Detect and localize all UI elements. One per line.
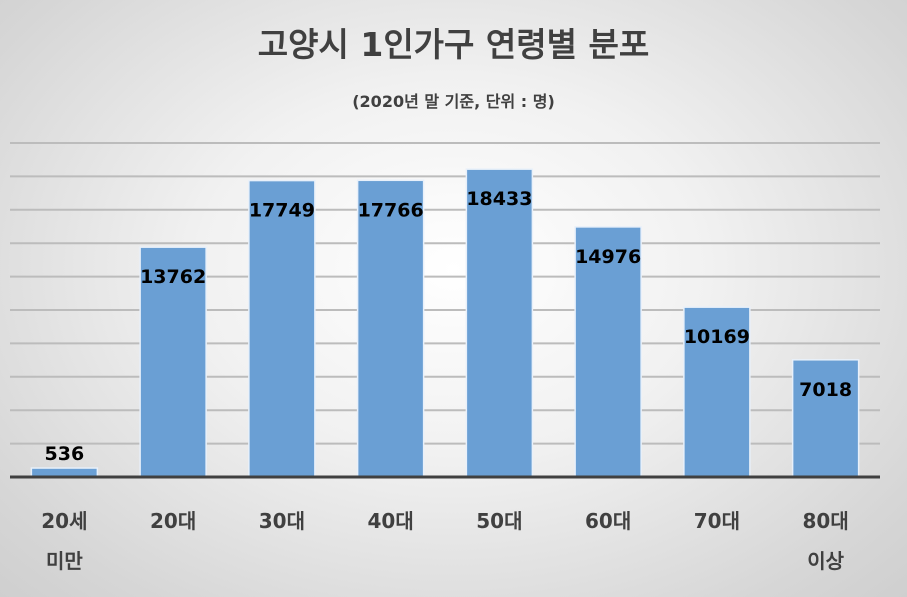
data-label: 14976	[575, 246, 641, 268]
x-tick-label: 30대	[259, 509, 305, 533]
x-tick-label: 60대	[585, 509, 631, 533]
x-tick-label: 40대	[368, 509, 414, 533]
data-label: 18433	[466, 188, 532, 210]
chart-subtitle: (2020년 말 기준, 단위 : 명)	[352, 92, 555, 111]
x-tick-label: 50대	[476, 509, 522, 533]
chart-title: 고양시 1인가구 연령별 분포	[257, 25, 650, 64]
data-label: 13762	[140, 266, 206, 288]
x-tick-label: 20대	[150, 509, 196, 533]
x-tick-label: 미만	[46, 549, 83, 573]
bar	[683, 306, 751, 478]
x-tick-label: 이상	[807, 549, 844, 573]
data-label: 7018	[799, 379, 852, 401]
data-label: 17749	[249, 200, 315, 222]
x-tick-label: 80대	[803, 509, 849, 533]
bar	[574, 226, 642, 478]
data-label: 10169	[684, 326, 750, 348]
data-label: 17766	[358, 199, 424, 221]
bar	[356, 179, 425, 478]
data-label: 536	[45, 443, 85, 465]
x-tick-label: 70대	[694, 509, 740, 533]
bar	[791, 359, 860, 478]
bar	[139, 246, 207, 478]
x-tick-label: 20세	[41, 509, 87, 533]
bar	[465, 168, 534, 478]
bar	[248, 179, 316, 478]
